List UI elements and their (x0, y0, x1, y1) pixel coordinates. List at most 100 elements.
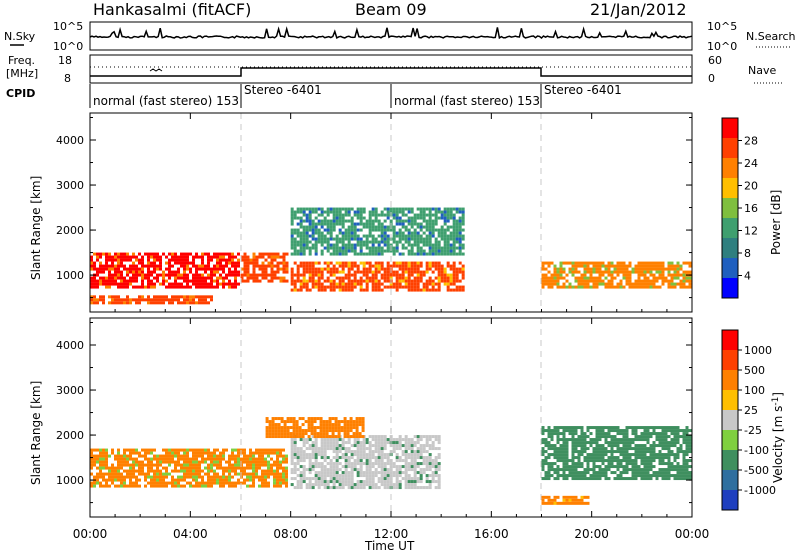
power-cell (446, 264, 450, 268)
power-cell (461, 234, 465, 238)
power-cell (192, 301, 195, 305)
power-cell (455, 267, 459, 271)
velocity-cell (613, 429, 617, 433)
power-cell (431, 222, 435, 226)
velocity-cell (667, 465, 671, 469)
power-cell (302, 252, 306, 256)
power-cell (111, 261, 114, 265)
power-cell (126, 267, 129, 271)
velocity-cell (371, 444, 375, 448)
power-cell (592, 285, 596, 289)
power-cell (285, 267, 289, 271)
power-cell (126, 282, 129, 286)
power-cell (320, 273, 324, 277)
velocity-cell (237, 466, 240, 470)
power-cell (428, 210, 432, 214)
power-cell (559, 270, 563, 274)
power-cell (252, 264, 256, 268)
velocity-cell (547, 477, 551, 481)
velocity-cell (437, 447, 441, 451)
velocity-cell (425, 468, 429, 472)
power-cell (267, 273, 271, 277)
power-cell (595, 279, 599, 283)
velocity-cell (314, 453, 318, 457)
power-cell (413, 252, 417, 256)
power-cell (371, 282, 375, 286)
velocity-cell (141, 463, 144, 467)
velocity-cell (622, 465, 626, 469)
velocity-cell (326, 447, 330, 451)
velocity-cell (610, 465, 614, 469)
power-colorbar-swatch (722, 218, 738, 239)
velocity-cell (646, 456, 650, 460)
velocity-cell (183, 466, 186, 470)
power-cell (428, 216, 432, 220)
power-cell (296, 231, 300, 235)
velocity-cell (404, 453, 408, 457)
velocity-cell (329, 459, 333, 463)
velocity-cell (153, 484, 156, 488)
velocity-cell (580, 426, 584, 430)
power-cell (189, 301, 192, 305)
power-cell (458, 231, 462, 235)
power-cell (592, 276, 596, 280)
power-cell (344, 219, 348, 223)
power-cell (273, 252, 277, 256)
velocity-cell (99, 469, 102, 473)
power-cell (216, 267, 219, 271)
freq-panel: Freq. [MHz] 18 8 60 0 Nave (6, 54, 784, 85)
power-cell (326, 276, 330, 280)
power-cell (183, 273, 186, 277)
station-title: Hankasalmi (fitACF) (93, 0, 251, 19)
velocity-cell (249, 466, 252, 470)
velocity-cell (153, 475, 156, 479)
power-cell (437, 264, 441, 268)
velocity-cell (279, 478, 282, 482)
velocity-cell (380, 435, 384, 439)
velocity-cell (389, 459, 393, 463)
velocity-cell (270, 448, 273, 452)
power-cell (446, 207, 450, 211)
power-cell (592, 261, 596, 265)
velocity-cell (631, 441, 635, 445)
power-cell (452, 207, 456, 211)
power-cell (144, 298, 147, 302)
velocity-cell (335, 480, 339, 484)
power-cell (102, 295, 105, 299)
velocity-cell (114, 475, 117, 479)
power-cell (688, 261, 692, 265)
power-cell (207, 295, 210, 299)
power-cell (353, 228, 357, 232)
velocity-cell (404, 438, 408, 442)
power-cell (314, 282, 318, 286)
velocity-cell (568, 471, 572, 475)
velocity-cell (634, 468, 638, 472)
velocity-cell (129, 448, 132, 452)
velocity-cell (682, 435, 686, 439)
power-cell (344, 276, 348, 280)
velocity-cell (177, 478, 180, 482)
velocity-cell (386, 459, 390, 463)
velocity-cell (325, 423, 329, 427)
velocity-cell (544, 462, 548, 466)
velocity-cell (252, 475, 255, 479)
velocity-cell (676, 429, 680, 433)
velocity-cell (410, 438, 414, 442)
velocity-cell (649, 459, 653, 463)
velocity-cell (314, 465, 318, 469)
power-cell (398, 276, 402, 280)
velocity-cell (90, 448, 93, 452)
velocity-cell (655, 474, 659, 478)
power-cell (296, 273, 300, 277)
power-cell (246, 255, 250, 259)
velocity-cell (90, 481, 93, 485)
power-cell (132, 252, 135, 256)
velocity-cell (640, 444, 644, 448)
velocity-cell (99, 457, 102, 461)
power-cell (362, 210, 366, 214)
velocity-cell (383, 438, 387, 442)
power-cell (556, 285, 560, 289)
power-cell (658, 273, 662, 277)
power-cell (371, 219, 375, 223)
velocity-cell (404, 465, 408, 469)
